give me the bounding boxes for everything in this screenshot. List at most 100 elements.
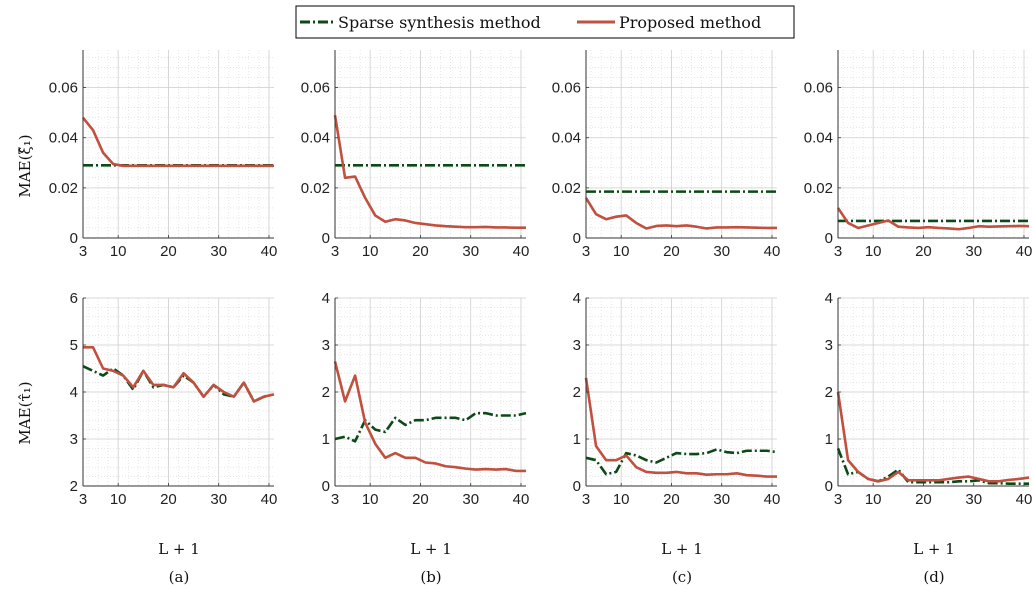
x-tick-label: 40 — [261, 243, 278, 260]
x-tick-label: 20 — [160, 243, 177, 260]
y-tick-label: 2 — [825, 384, 833, 401]
y-tick-label: 2 — [573, 384, 581, 401]
x-tick-label: 30 — [462, 491, 479, 508]
y-tick-label: 4 — [825, 290, 833, 307]
x-tick-label: 3 — [331, 243, 339, 260]
x-tick-label: 20 — [663, 491, 680, 508]
series-line-proposed — [836, 391, 1030, 483]
x-tick-label: 3 — [79, 243, 87, 260]
series-line-sparse — [585, 448, 778, 476]
x-tick-label: 3 — [834, 243, 842, 260]
x-tick-label: 3 — [582, 491, 590, 508]
series-line-proposed — [584, 197, 777, 230]
y-tick-label: 0 — [322, 478, 330, 495]
y-tick-label: 0 — [825, 230, 833, 247]
legend-proposed-label: Proposed method — [619, 13, 761, 32]
x-tick-label: 10 — [613, 491, 630, 508]
y-tick-label: 0.02 — [49, 180, 78, 197]
legend-sparse-label: Sparse synthesis method — [338, 13, 541, 32]
y-tick-label: 3 — [825, 337, 833, 354]
y-tick-label: 4 — [70, 384, 78, 401]
y-tick-label: 3 — [573, 337, 581, 354]
x-tick-label: 3 — [79, 491, 87, 508]
caption-a: (a) — [169, 568, 190, 586]
x-label-c: L + 1 — [661, 540, 703, 558]
x-tick-label: 3 — [582, 243, 590, 260]
x-tick-label: 10 — [110, 491, 127, 508]
panel-(a)-top: 3 10 20 30 40 0 0.02 0.04 0.06 — [49, 50, 278, 260]
y-tick-label: 0 — [573, 478, 581, 495]
x-tick-label: 30 — [462, 243, 479, 260]
x-tick-label: 30 — [713, 491, 730, 508]
y-tick-label: 0.02 — [301, 180, 330, 197]
y-tick-label: 1 — [573, 431, 581, 448]
x-tick-label: 40 — [513, 243, 530, 260]
x-tick-label: 20 — [160, 491, 177, 508]
y-tick-label: 3 — [70, 431, 78, 448]
y-tick-label: 0.06 — [49, 80, 78, 97]
y-tick-label: 1 — [825, 431, 833, 448]
legend: Sparse synthesis method Proposed method — [295, 5, 795, 39]
x-tick-label: 20 — [915, 491, 932, 508]
x-label-a: L + 1 — [158, 540, 200, 558]
x-tick-label: 30 — [713, 243, 730, 260]
x-tick-label: 10 — [865, 491, 882, 508]
y-tick-label: 1 — [322, 431, 330, 448]
x-tick-label: 30 — [210, 491, 227, 508]
x-tick-label: 10 — [362, 243, 379, 260]
legend-box — [295, 5, 795, 39]
panel-(d)-top: 3 10 20 30 40 0 0.02 0.04 0.06 — [804, 50, 1032, 260]
series-line-proposed — [584, 377, 777, 478]
y-tick-label: 0.06 — [552, 80, 581, 97]
panel-(c)-bottom: 3 10 20 30 40 0 1 2 3 4 — [573, 290, 781, 508]
x-tick-label: 3 — [331, 491, 339, 508]
x-tick-label: 40 — [764, 491, 781, 508]
x-tick-label: 30 — [965, 243, 982, 260]
caption-d: (d) — [923, 568, 944, 586]
y-tick-label: 0.02 — [804, 180, 833, 197]
caption-b: (b) — [420, 568, 441, 586]
y-tick-label: 0.04 — [301, 130, 330, 147]
y-tick-label: 0 — [825, 478, 833, 495]
series-line-sparse — [836, 447, 1029, 485]
x-tick-label: 40 — [1016, 243, 1032, 260]
y-tick-label: 5 — [70, 337, 78, 354]
y-tick-label: 0.06 — [804, 80, 833, 97]
x-tick-label: 40 — [764, 243, 781, 260]
panel-(d)-bottom: 3 10 20 30 40 0 1 2 3 4 — [825, 290, 1032, 508]
y-tick-label: 4 — [322, 290, 330, 307]
y-tick-label: 0 — [322, 230, 330, 247]
caption-c: (c) — [672, 568, 692, 586]
x-tick-label: 30 — [210, 243, 227, 260]
x-tick-label: 10 — [110, 243, 127, 260]
x-tick-label: 30 — [965, 491, 982, 508]
x-tick-label: 20 — [663, 243, 680, 260]
x-tick-label: 40 — [513, 491, 530, 508]
y-tick-label: 2 — [70, 478, 78, 495]
series-line-proposed — [83, 346, 275, 403]
row-label-bottom: MAE(τ̂₁) — [16, 381, 34, 444]
x-tick-label: 20 — [915, 243, 932, 260]
y-tick-label: 6 — [70, 290, 78, 307]
panel-(c)-top: 3 10 20 30 40 0 0.02 0.04 0.06 — [552, 50, 781, 260]
x-tick-label: 20 — [412, 243, 429, 260]
y-tick-label: 0.04 — [552, 130, 581, 147]
y-tick-label: 0.06 — [301, 80, 330, 97]
series-line-proposed — [81, 116, 274, 168]
y-tick-label: 0.04 — [49, 130, 78, 147]
y-tick-label: 0 — [70, 230, 78, 247]
x-label-d: L + 1 — [913, 540, 955, 558]
panel-(b)-top: 3 10 20 30 40 0 0.02 0.04 0.06 — [301, 50, 530, 260]
x-tick-label: 40 — [261, 491, 278, 508]
series-line-proposed — [333, 114, 526, 230]
series-line-proposed — [333, 361, 526, 473]
series-line-proposed — [836, 207, 1030, 231]
y-tick-label: 4 — [573, 290, 581, 307]
x-tick-label: 3 — [834, 491, 842, 508]
x-tick-label: 10 — [865, 243, 882, 260]
y-tick-label: 3 — [322, 337, 330, 354]
y-tick-label: 0.02 — [552, 180, 581, 197]
